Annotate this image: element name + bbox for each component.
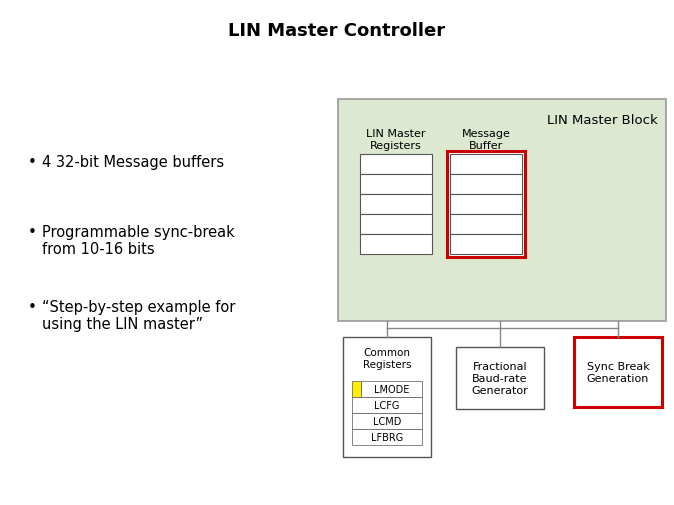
Text: LIN Master Block: LIN Master Block bbox=[547, 114, 658, 127]
Bar bbox=[447, 152, 525, 258]
Text: Sync Break
Generation: Sync Break Generation bbox=[586, 362, 649, 383]
Bar bbox=[450, 175, 522, 194]
Bar bbox=[352, 413, 422, 429]
Text: LCFG: LCFG bbox=[374, 400, 400, 410]
Text: LIN Master
Registers: LIN Master Registers bbox=[366, 129, 426, 150]
Bar bbox=[450, 215, 522, 234]
Bar bbox=[360, 194, 432, 215]
Text: “Step-by-step example for
using the LIN master”: “Step-by-step example for using the LIN … bbox=[42, 299, 235, 332]
Text: LFBRG: LFBRG bbox=[371, 432, 403, 442]
Text: Common
Registers: Common Registers bbox=[363, 347, 411, 369]
Text: Programmable sync-break
from 10-16 bits: Programmable sync-break from 10-16 bits bbox=[42, 225, 235, 257]
Bar bbox=[343, 337, 431, 457]
Text: LCMD: LCMD bbox=[373, 416, 401, 426]
Text: Message
Buffer: Message Buffer bbox=[462, 129, 510, 150]
Bar bbox=[360, 234, 432, 255]
Text: •: • bbox=[28, 225, 37, 239]
Bar bbox=[450, 234, 522, 255]
Bar bbox=[352, 381, 361, 397]
Bar bbox=[361, 381, 422, 397]
Bar bbox=[338, 100, 666, 321]
Text: Fractional
Baud-rate
Generator: Fractional Baud-rate Generator bbox=[472, 362, 528, 395]
Bar bbox=[352, 429, 422, 445]
Bar bbox=[352, 397, 422, 413]
Bar bbox=[360, 155, 432, 175]
Text: •: • bbox=[28, 155, 37, 170]
Text: LIN Master Controller: LIN Master Controller bbox=[228, 22, 446, 40]
Bar bbox=[360, 215, 432, 234]
Bar bbox=[450, 194, 522, 215]
Bar bbox=[456, 347, 544, 409]
Bar bbox=[574, 337, 662, 407]
Text: •: • bbox=[28, 299, 37, 315]
Bar bbox=[360, 175, 432, 194]
Text: LMODE: LMODE bbox=[374, 384, 409, 394]
Text: 4 32-bit Message buffers: 4 32-bit Message buffers bbox=[42, 155, 224, 170]
Bar bbox=[450, 155, 522, 175]
